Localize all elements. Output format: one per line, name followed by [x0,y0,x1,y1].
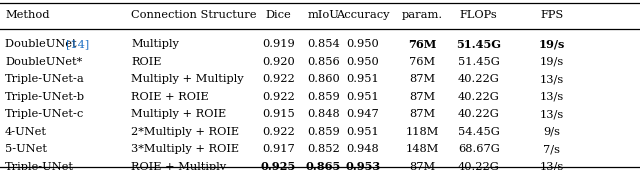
Text: FPS: FPS [540,10,563,20]
Text: 3*Multiply + ROIE: 3*Multiply + ROIE [131,144,239,154]
Text: 0.856: 0.856 [307,57,340,67]
Text: 40.22G: 40.22G [458,162,500,170]
Text: 13/s: 13/s [540,109,564,119]
Text: DoubleUNet*: DoubleUNet* [5,57,83,67]
Text: 0.925: 0.925 [260,161,296,170]
Text: 68.67G: 68.67G [458,144,500,154]
Text: 9/s: 9/s [543,127,560,137]
Text: ROIE + ROIE: ROIE + ROIE [131,92,209,102]
Text: 0.922: 0.922 [262,92,295,102]
Text: 51.45G: 51.45G [458,57,500,67]
Text: 87M: 87M [410,162,435,170]
Text: 0.915: 0.915 [262,109,295,119]
Text: 0.865: 0.865 [305,161,341,170]
Text: 4-UNet: 4-UNet [5,127,47,137]
Text: ROIE: ROIE [131,57,161,67]
Text: 76M: 76M [410,57,435,67]
Text: 0.951: 0.951 [346,92,380,102]
Text: param.: param. [402,10,443,20]
Text: Method: Method [5,10,50,20]
Text: 54.45G: 54.45G [458,127,500,137]
Text: 2*Multiply + ROIE: 2*Multiply + ROIE [131,127,239,137]
Text: 13/s: 13/s [540,74,564,84]
Text: 76M: 76M [408,39,436,50]
Text: 0.920: 0.920 [262,57,295,67]
Text: 51.45G: 51.45G [456,39,501,50]
Text: 19/s: 19/s [538,39,565,50]
Text: FLOPs: FLOPs [460,10,497,20]
Text: Triple-UNet-b: Triple-UNet-b [5,92,85,102]
Text: 0.950: 0.950 [346,57,380,67]
Text: 0.922: 0.922 [262,127,295,137]
Text: Triple-UNet: Triple-UNet [5,162,74,170]
Text: 0.859: 0.859 [307,127,340,137]
Text: 0.848: 0.848 [307,109,340,119]
Text: 40.22G: 40.22G [458,109,500,119]
Text: 0.854: 0.854 [307,39,340,49]
Text: Multiply + Multiply: Multiply + Multiply [131,74,244,84]
Text: 0.852: 0.852 [307,144,340,154]
Text: 0.859: 0.859 [307,92,340,102]
Text: 148M: 148M [406,144,439,154]
Text: 0.948: 0.948 [346,144,380,154]
Text: Accuracy: Accuracy [336,10,390,20]
Text: 0.947: 0.947 [346,109,380,119]
Text: Triple-UNet-c: Triple-UNet-c [5,109,84,119]
Text: ROIE + Multiply: ROIE + Multiply [131,162,227,170]
Text: Dice: Dice [266,10,291,20]
Text: 87M: 87M [410,74,435,84]
Text: 7/s: 7/s [543,144,560,154]
Text: 0.922: 0.922 [262,74,295,84]
Text: 0.950: 0.950 [346,39,380,49]
Text: 0.860: 0.860 [307,74,340,84]
Text: Multiply: Multiply [131,39,179,49]
Text: [14]: [14] [66,39,89,49]
Text: DoubleUNet: DoubleUNet [5,39,81,49]
Text: Triple-UNet-a: Triple-UNet-a [5,74,85,84]
Text: Connection Structure: Connection Structure [131,10,257,20]
Text: 13/s: 13/s [540,162,564,170]
Text: 13/s: 13/s [540,92,564,102]
Text: 40.22G: 40.22G [458,74,500,84]
Text: 40.22G: 40.22G [458,92,500,102]
Text: 0.951: 0.951 [346,74,380,84]
Text: 87M: 87M [410,109,435,119]
Text: 0.917: 0.917 [262,144,295,154]
Text: mIoU: mIoU [307,10,339,20]
Text: 0.919: 0.919 [262,39,295,49]
Text: 5-UNet: 5-UNet [5,144,47,154]
Text: Multiply + ROIE: Multiply + ROIE [131,109,227,119]
Text: 118M: 118M [406,127,439,137]
Text: 87M: 87M [410,92,435,102]
Text: 19/s: 19/s [540,57,564,67]
Text: 0.953: 0.953 [345,161,381,170]
Text: 0.951: 0.951 [346,127,380,137]
